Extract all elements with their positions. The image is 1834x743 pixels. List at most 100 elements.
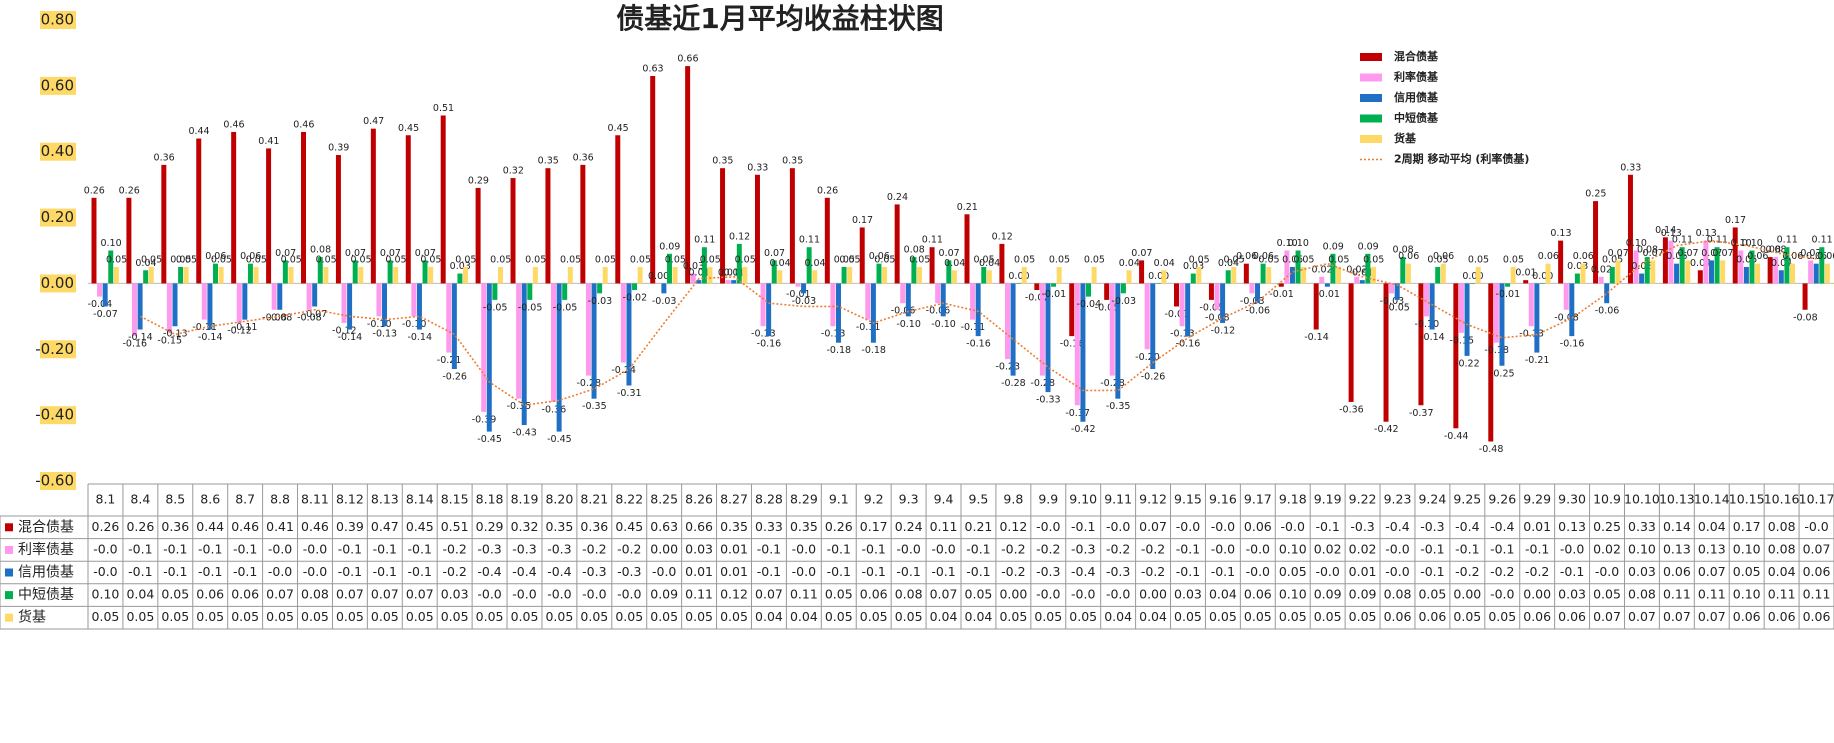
table-cell: -0.2 bbox=[442, 564, 466, 579]
table-cell: -0.1 bbox=[1315, 519, 1339, 534]
table-cell: -0.1 bbox=[233, 564, 257, 579]
bar bbox=[1074, 283, 1080, 406]
y-tick-bg bbox=[40, 208, 76, 227]
bar bbox=[1091, 266, 1097, 284]
table-cell: -0.0 bbox=[1036, 519, 1060, 534]
bar bbox=[126, 197, 132, 284]
data-label: 0.05 bbox=[1736, 254, 1757, 265]
table-cell: -0.4 bbox=[1071, 564, 1095, 579]
bar bbox=[242, 283, 248, 320]
legend-label: 中短债基 bbox=[1394, 111, 1439, 125]
data-label: -0.42 bbox=[1374, 424, 1399, 435]
table-cell: -0.2 bbox=[1525, 564, 1549, 579]
table-cell: -0.0 bbox=[1211, 541, 1235, 556]
data-label: 0.06 bbox=[205, 251, 226, 262]
table-cell: 0.05 bbox=[231, 609, 259, 624]
data-label: -0.28 bbox=[576, 378, 601, 389]
data-label: 0.04 bbox=[1218, 258, 1239, 269]
bar bbox=[551, 283, 557, 402]
bar bbox=[597, 283, 603, 294]
table-cell: 0.05 bbox=[1593, 587, 1621, 602]
bar bbox=[131, 283, 137, 337]
table-cell: 0.39 bbox=[336, 519, 364, 534]
data-label: 0.08 bbox=[310, 245, 331, 256]
y-tick-bg bbox=[40, 472, 76, 490]
data-label: 0.00 bbox=[1148, 271, 1169, 282]
bar bbox=[894, 204, 900, 284]
bar bbox=[108, 250, 114, 284]
bar bbox=[929, 247, 935, 284]
data-label: 0.05 bbox=[281, 254, 302, 265]
data-label: 0.01 bbox=[689, 268, 710, 279]
data-label: 0.07 bbox=[415, 248, 436, 259]
table-cell: 0.12 bbox=[720, 587, 748, 602]
data-label: 0.05 bbox=[839, 254, 860, 265]
bar bbox=[1813, 263, 1819, 284]
x-tick-label: 8.14 bbox=[406, 492, 434, 507]
bar bbox=[1708, 260, 1714, 284]
x-tick-label: 8.4 bbox=[130, 492, 150, 507]
table-cell: 0.33 bbox=[1628, 519, 1656, 534]
bar bbox=[492, 283, 498, 300]
bar bbox=[1004, 283, 1010, 360]
table-cell: 0.05 bbox=[1418, 587, 1446, 602]
table-cell: 0.00 bbox=[1453, 587, 1481, 602]
data-label: 0.11 bbox=[1777, 235, 1798, 246]
x-tick-label: 9.10 bbox=[1069, 492, 1097, 507]
bar bbox=[637, 266, 643, 284]
table-cell: -0.1 bbox=[896, 564, 920, 579]
table-cell: -0.0 bbox=[268, 541, 292, 556]
bar bbox=[585, 283, 591, 376]
x-tick-label: 8.5 bbox=[165, 492, 185, 507]
table-row-label: 信用债基 bbox=[18, 564, 74, 581]
x-tick-label: 9.15 bbox=[1174, 492, 1202, 507]
bar bbox=[1080, 283, 1086, 422]
bar bbox=[1499, 283, 1505, 366]
data-label: 0.04 bbox=[979, 258, 1000, 269]
data-label: 0.07 bbox=[1608, 248, 1629, 259]
table-cell: 0.04 bbox=[930, 609, 958, 624]
bar bbox=[1161, 270, 1167, 284]
data-label: 0.05 bbox=[420, 254, 441, 265]
data-label: 0.01 bbox=[718, 268, 739, 279]
table-cell: 0.06 bbox=[1663, 564, 1691, 579]
bar bbox=[1301, 266, 1307, 284]
table-cell: 0.10 bbox=[1733, 541, 1761, 556]
data-label: 0.51 bbox=[433, 103, 454, 114]
data-label: 0.46 bbox=[293, 119, 314, 130]
table-cell: 0.66 bbox=[685, 519, 713, 534]
x-tick-label: 8.13 bbox=[371, 492, 399, 507]
data-label: 0.35 bbox=[712, 156, 733, 167]
data-label: -0.45 bbox=[477, 434, 502, 445]
bar bbox=[1208, 283, 1214, 300]
bar bbox=[1359, 280, 1365, 284]
bar bbox=[486, 283, 492, 432]
bar bbox=[964, 214, 970, 284]
data-label: 0.05 bbox=[385, 254, 406, 265]
data-label: 0.12 bbox=[729, 231, 750, 242]
data-label: 0.11 bbox=[1707, 235, 1728, 246]
bar bbox=[870, 283, 876, 343]
y-tick-bg bbox=[40, 406, 76, 425]
bar bbox=[1749, 250, 1755, 284]
bar bbox=[632, 283, 638, 291]
table-cell: -0.1 bbox=[408, 541, 432, 556]
bar bbox=[1615, 260, 1621, 284]
table-cell: -0.2 bbox=[617, 541, 641, 556]
data-label: -0.10 bbox=[1415, 319, 1440, 330]
bar bbox=[282, 260, 288, 284]
data-label: 0.11 bbox=[1812, 235, 1833, 246]
table-cell: -0.2 bbox=[1141, 541, 1165, 556]
table-cell: 0.05 bbox=[545, 609, 573, 624]
data-label: 0.04 bbox=[1119, 258, 1140, 269]
x-tick-label: 8.11 bbox=[301, 492, 329, 507]
data-label: -0.05 bbox=[518, 302, 543, 313]
table-cell: -0.1 bbox=[827, 541, 851, 556]
bar bbox=[521, 283, 527, 426]
bar bbox=[1440, 263, 1446, 284]
table-cell: 0.06 bbox=[196, 587, 224, 602]
bar bbox=[1790, 263, 1795, 284]
data-label: -0.14 bbox=[407, 332, 432, 343]
data-label: -0.16 bbox=[1560, 339, 1585, 350]
bar bbox=[387, 260, 393, 284]
